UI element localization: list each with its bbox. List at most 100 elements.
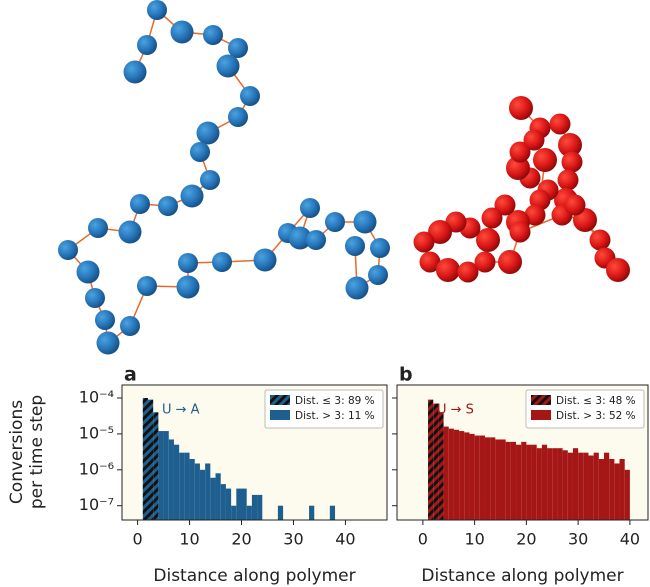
legend-swatch: [531, 395, 551, 405]
histogram-bar: [510, 441, 517, 520]
legend-box: [264, 389, 384, 429]
histogram-bar: [572, 448, 579, 520]
x-axis-label: Distance along polymer: [421, 566, 623, 586]
monomer: [557, 169, 579, 191]
monomer: [564, 194, 586, 216]
histogram-bar: [184, 452, 190, 520]
monomer: [85, 288, 105, 308]
histogram-bar: [179, 452, 185, 520]
monomer: [137, 35, 157, 55]
histogram-bar: [567, 452, 573, 520]
histogram-bar: [526, 444, 532, 520]
histogram-bar: [578, 452, 584, 520]
histogram-bar: [583, 452, 589, 520]
histogram-bar: [189, 458, 195, 520]
histogram-bar: [158, 431, 164, 520]
polymer-bond: [423, 107, 619, 273]
y-axis-label: Conversions: [7, 400, 27, 504]
panel-label: a: [124, 364, 137, 386]
legend-label: Dist. > 3: 52 %: [556, 410, 636, 422]
histogram-bar: [624, 469, 630, 520]
monomer: [306, 230, 326, 250]
histogram-bar: [593, 452, 599, 520]
monomer: [96, 331, 120, 355]
monomer: [95, 310, 115, 330]
histogram-bar: [241, 488, 247, 520]
monomer: [118, 220, 142, 244]
histogram-bar: [199, 469, 206, 520]
monomer: [345, 276, 369, 300]
histogram-bar: [453, 429, 460, 520]
monomer: [345, 236, 365, 256]
histogram-bar: [552, 448, 558, 520]
annotation: U → A: [162, 403, 200, 418]
y-tick-label: 10⁻⁶: [79, 459, 114, 478]
plot-frame: [121, 384, 388, 521]
legend-label: Dist. ≤ 3: 48 %: [556, 395, 636, 407]
monomer: [506, 156, 530, 180]
monomer: [589, 229, 611, 251]
x-tick-label: 30: [568, 530, 588, 549]
monomer: [178, 253, 198, 273]
histogram-bar: [531, 444, 537, 520]
monomer: [353, 210, 377, 234]
histogram-bar: [257, 494, 263, 520]
histogram-bar: [619, 458, 625, 520]
monomer: [509, 221, 531, 243]
monomer: [76, 260, 100, 284]
histogram-bar: [562, 450, 568, 520]
histogram-bar: [173, 444, 180, 520]
monomer: [474, 251, 496, 273]
histogram-bar: [225, 488, 232, 520]
monomer: [137, 276, 157, 296]
histogram-bar: [215, 473, 221, 520]
monomer: [176, 275, 200, 299]
histogram-bar: [459, 431, 465, 520]
monomer: [58, 240, 78, 260]
histogram-bar: [536, 448, 542, 520]
monomer: [130, 194, 150, 214]
legend-swatch: [270, 395, 290, 405]
histogram-bar: [236, 488, 242, 520]
monomer: [533, 148, 557, 172]
monomer: [523, 129, 545, 151]
x-tick-label: 20: [516, 530, 536, 549]
monomer: [494, 194, 516, 216]
histogram-bar: [521, 441, 527, 520]
monomer: [240, 86, 260, 106]
legend-box: [525, 389, 645, 429]
monomer: [419, 251, 441, 273]
monomer: [370, 238, 390, 258]
monomer: [228, 38, 248, 58]
x-tick-label: 30: [283, 530, 303, 549]
monomer: [190, 142, 210, 162]
monomer: [561, 151, 583, 173]
histogram-bar: [614, 463, 620, 520]
monomer: [180, 184, 204, 208]
histogram-bar: [609, 458, 615, 520]
monomer: [549, 113, 571, 135]
monomer: [300, 198, 320, 218]
histogram-bar: [309, 505, 315, 520]
monomer: [203, 25, 223, 45]
legend-label: Dist. > 3: 11 %: [295, 410, 375, 422]
monomer: [212, 252, 232, 272]
x-tick-label: 20: [231, 530, 251, 549]
x-tick-label: 40: [620, 530, 640, 549]
histogram-bar: [329, 505, 336, 520]
monomer: [123, 60, 147, 84]
histogram-bar: [495, 439, 501, 520]
legend-swatch: [531, 410, 551, 420]
x-tick-label: 10: [464, 530, 484, 549]
monomer: [196, 121, 220, 145]
histogram-bar: [448, 428, 454, 520]
histogram-bar: [604, 452, 610, 520]
histogram-bar: [469, 433, 475, 520]
histogram-bar: [205, 463, 211, 520]
monomer: [476, 228, 500, 252]
monomer: [147, 0, 167, 20]
panel-label: b: [399, 364, 413, 386]
x-tick-label: 0: [418, 530, 428, 549]
annotation: U → S: [437, 403, 474, 418]
monomer: [325, 212, 345, 232]
